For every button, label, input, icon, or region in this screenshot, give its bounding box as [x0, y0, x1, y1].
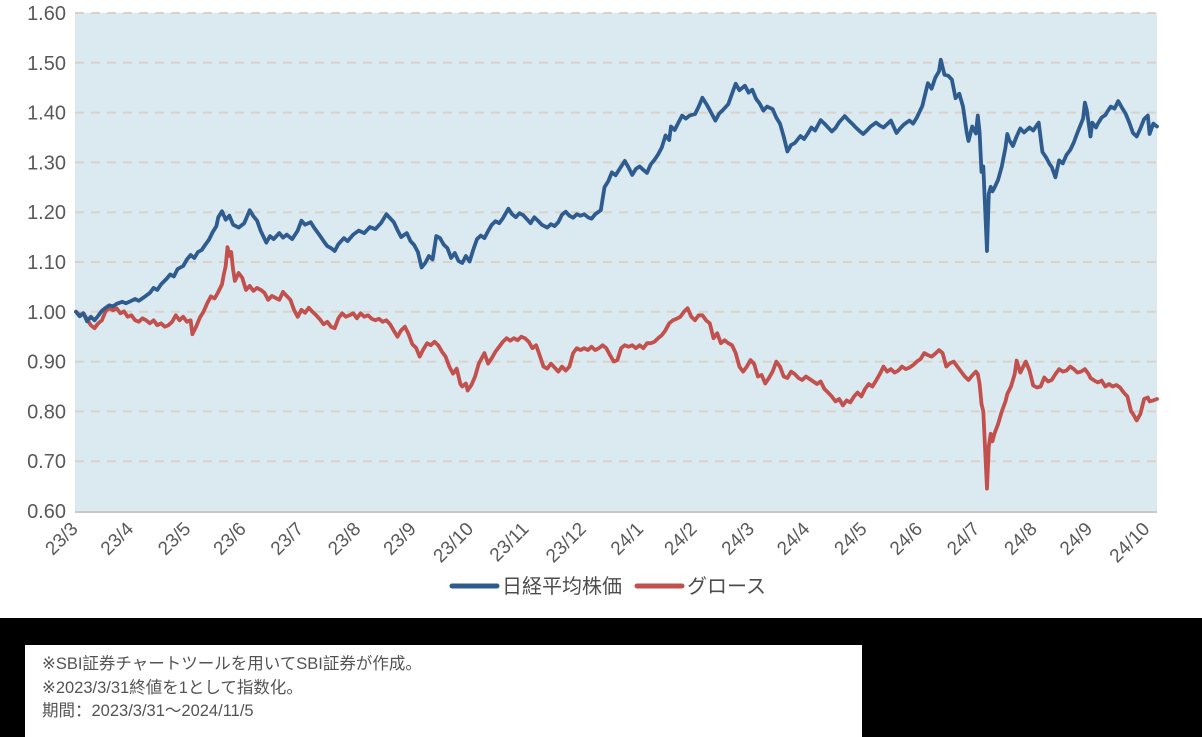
x-tick-label: 24/1	[607, 519, 648, 560]
y-tick-label: 1.20	[27, 202, 66, 224]
footer-note-line: ※SBI証券チャートツールを用いてSBI証券が作成。	[42, 655, 422, 673]
x-tick-label: 24/7	[943, 519, 984, 560]
x-tick-label: 23/4	[97, 518, 138, 559]
gridlines	[75, 12, 1157, 463]
series-line-日経平均株価	[74, 57, 1159, 324]
footer-note-line: 期間：2023/3/31～2024/11/5	[42, 702, 254, 720]
series-line-グロース	[74, 245, 1159, 491]
footer-note-box: ※SBI証券チャートツールを用いてSBI証券が作成。 ※2023/3/31終値を…	[25, 645, 862, 737]
y-tick-label: 0.70	[27, 451, 66, 473]
index-comparison-chart: 0.60 0.70 0.80 0.90 1.00 1.10 1.20 1.30 1.40 1.50…	[27, 3, 1159, 598]
y-tick-label: 1.30	[27, 152, 66, 174]
x-tick-label: 23/10	[430, 519, 478, 567]
y-tick-label: 0.90	[27, 352, 66, 374]
x-tick-label: 23/9	[380, 519, 421, 560]
legend-label: 日経平均株価	[502, 575, 622, 598]
x-tick-label: 23/11	[486, 519, 533, 566]
x-tick-label: 23/7	[267, 519, 308, 560]
x-tick-label: 24/5	[831, 519, 872, 560]
series-lines	[74, 57, 1159, 491]
x-axis-labels: 23/3 23/4 23/5 23/6 23/7 23/8 23/9 23/10 23/11 23…	[42, 518, 1155, 567]
x-tick-label: 24/10	[1106, 519, 1154, 567]
y-tick-label: 1.60	[27, 3, 66, 25]
x-tick-label: 23/5	[154, 519, 195, 560]
y-axis-labels: 0.60 0.70 0.80 0.90 1.00 1.10 1.20 1.30 1.40 1.50…	[27, 3, 66, 523]
x-tick-label: 24/8	[1001, 519, 1042, 560]
legend-label: グロース	[687, 575, 766, 598]
footer-note-line: ※2023/3/31終値を1として指数化。	[42, 678, 303, 697]
x-tick-label: 24/6	[886, 519, 927, 560]
y-tick-label: 1.10	[27, 252, 66, 274]
x-tick-label: 23/3	[42, 519, 83, 560]
legend: 日経平均株価 グロース	[449, 575, 766, 598]
y-tick-label: 1.40	[27, 103, 66, 125]
y-tick-label: 0.60	[27, 501, 66, 523]
x-tick-label: 24/2	[661, 519, 702, 560]
x-tick-label: 23/12	[542, 519, 590, 567]
x-tick-label: 24/9	[1056, 519, 1097, 560]
y-tick-label: 1.00	[27, 302, 66, 324]
footer-band: ※SBI証券チャートツールを用いてSBI証券が作成。 ※2023/3/31終値を…	[0, 618, 1202, 737]
x-tick-label: 23/6	[210, 519, 251, 560]
y-tick-label: 1.50	[27, 53, 66, 75]
x-tick-label: 24/3	[718, 519, 759, 560]
x-tick-label: 24/4	[773, 518, 814, 559]
x-tick-label: 23/8	[324, 519, 365, 560]
y-tick-label: 0.80	[27, 401, 66, 423]
